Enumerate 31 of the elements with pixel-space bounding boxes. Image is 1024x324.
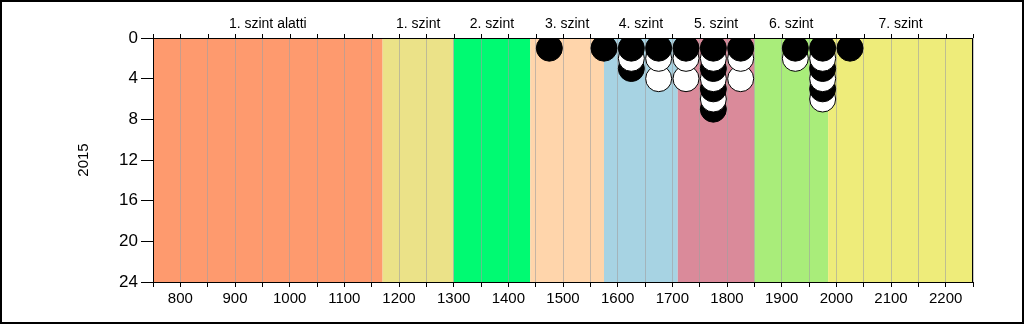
y-tick-label: 0 <box>128 27 138 47</box>
x-tick-label: 800 <box>167 289 193 307</box>
x-tick-label: 1800 <box>710 289 744 307</box>
x-tick-label: 2200 <box>928 289 963 307</box>
x-tick-label: 1100 <box>328 289 361 307</box>
x-tick-label: 1900 <box>764 289 799 307</box>
band-label: 6. szint <box>769 15 814 31</box>
y-tick-label: 20 <box>119 231 138 251</box>
x-tick-label: 900 <box>222 289 248 307</box>
y-axis-title: 2015 <box>74 143 92 177</box>
y-tick-label: 12 <box>119 149 138 169</box>
y-tick-label: 4 <box>128 68 138 88</box>
x-tick-label: 1200 <box>382 289 416 307</box>
band-label: 1. szint <box>395 15 441 31</box>
x-tick-label: 2000 <box>819 289 854 307</box>
x-tick-label: 1300 <box>436 289 471 307</box>
band-label: 7. szint <box>878 15 923 31</box>
x-tick-label: 1500 <box>546 289 580 307</box>
y-tick-label: 16 <box>119 190 138 210</box>
x-tick-label: 1000 <box>272 289 307 307</box>
y-tick-label: 8 <box>128 109 138 129</box>
band-label: 3. szint <box>544 15 590 31</box>
x-tick-label: 1600 <box>600 289 635 307</box>
x-tick-label: 1700 <box>655 289 690 307</box>
band-label: 2. szint <box>469 15 515 31</box>
x-tick-label: 2100 <box>874 289 908 307</box>
band-label: 4. szint <box>618 15 664 31</box>
x-tick-label: 1400 <box>491 289 526 307</box>
band-label: 1. szint alatti <box>228 15 307 31</box>
band-label: 5. szint <box>693 15 739 31</box>
y-tick-label: 24 <box>119 271 138 291</box>
